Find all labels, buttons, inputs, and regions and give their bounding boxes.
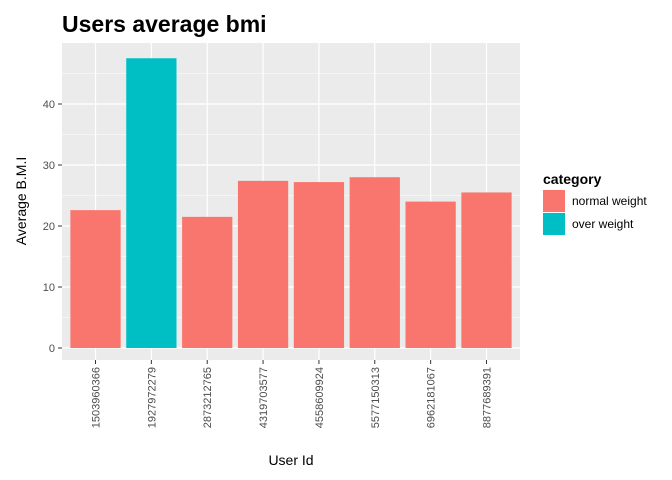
x-tick-label: 4319703577 bbox=[258, 367, 270, 428]
legend-swatch bbox=[543, 190, 565, 212]
bar bbox=[349, 177, 400, 348]
bar bbox=[461, 192, 512, 348]
chart-title: Users average bmi bbox=[62, 11, 267, 37]
bars bbox=[70, 58, 512, 348]
y-axis-ticks: 0 10 20 30 40 bbox=[43, 99, 62, 355]
x-axis-title: User Id bbox=[268, 452, 313, 468]
legend-label: normal weight bbox=[572, 194, 647, 208]
legend-title: category bbox=[543, 171, 602, 187]
bar bbox=[293, 182, 345, 348]
x-tick-label: 1503960366 bbox=[91, 367, 103, 428]
y-tick-label: 40 bbox=[43, 99, 55, 111]
bar bbox=[70, 210, 121, 348]
x-tick-label: 1927972279 bbox=[146, 367, 158, 428]
x-tick-label: 2873212765 bbox=[202, 367, 214, 428]
legend-label: over weight bbox=[572, 217, 634, 231]
x-tick-label: 6962181067 bbox=[426, 367, 438, 428]
x-tick-label: 4558609924 bbox=[314, 367, 326, 428]
y-tick-label: 10 bbox=[43, 282, 55, 294]
bar bbox=[405, 201, 456, 348]
x-axis-ticks: 1503960366 1927972279 2873212765 4319703577… bbox=[91, 360, 493, 428]
x-tick-label: 8877689391 bbox=[481, 367, 493, 428]
bar bbox=[182, 216, 233, 348]
y-tick-label: 0 bbox=[49, 343, 55, 355]
legend: category normal weight over weight bbox=[543, 171, 647, 235]
bar bbox=[237, 180, 289, 348]
bar bbox=[126, 58, 177, 348]
x-tick-label: 5577150313 bbox=[370, 367, 382, 428]
y-tick-label: 20 bbox=[43, 221, 55, 233]
y-axis-title: Average B.M.I bbox=[13, 157, 29, 245]
legend-swatch bbox=[543, 213, 565, 235]
y-tick-label: 30 bbox=[43, 160, 55, 172]
